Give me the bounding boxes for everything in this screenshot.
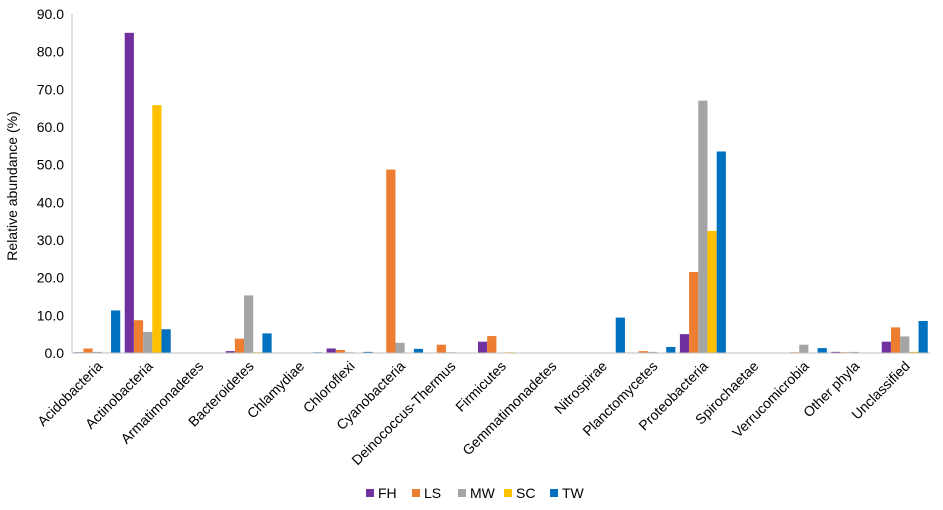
bar-tw-acidobacteria bbox=[111, 310, 121, 353]
y-tick-label: 30.0 bbox=[37, 232, 64, 248]
bar-fh-bacteroidetes bbox=[225, 351, 235, 353]
bar-mw-other-phyla bbox=[849, 351, 859, 353]
bar-tw-planctomycetes bbox=[666, 346, 676, 353]
bar-sc-proteobacteria bbox=[707, 230, 717, 353]
y-axis-ticks: 0.0 10.0 20.0 30.0 40.0 50.0 60.0 70.0 80.0 90.0 bbox=[37, 6, 64, 361]
bar-tw-actinobacteria bbox=[161, 329, 171, 353]
bar-mw-proteobacteria bbox=[698, 100, 708, 353]
bar-ls-firmicutes bbox=[487, 336, 497, 353]
bar-sc-actinobacteria bbox=[152, 105, 162, 354]
bar-ls-planctomycetes bbox=[638, 351, 648, 353]
legend-swatch-tw bbox=[550, 489, 558, 497]
legend: FH LS MW SC TW bbox=[366, 485, 585, 501]
bar-fh-firmicutes bbox=[478, 341, 488, 353]
bar-fh-proteobacteria bbox=[679, 334, 690, 353]
bars bbox=[74, 32, 928, 354]
bar-tw-unclassified bbox=[918, 320, 928, 353]
bar-fh-chloroflexi bbox=[326, 348, 336, 353]
y-tick-label: 50.0 bbox=[37, 157, 64, 173]
bar-fh-other-phyla bbox=[831, 351, 841, 353]
bar-sc-unclassified bbox=[909, 351, 919, 353]
bar-mw-unclassified bbox=[900, 336, 910, 353]
bar-mw-cyanobacteria bbox=[395, 342, 405, 353]
bar-ls-actinobacteria bbox=[133, 320, 144, 353]
bar-tw-chloroflexi bbox=[363, 351, 373, 353]
category-label: Gemmatimonadetes bbox=[459, 358, 559, 458]
bar-mw-acidobacteria bbox=[92, 351, 102, 353]
bar-ls-bacteroidetes bbox=[234, 338, 245, 353]
legend-swatch-fh bbox=[366, 489, 374, 497]
legend-label-tw: TW bbox=[562, 485, 585, 501]
legend-label-fh: FH bbox=[378, 485, 397, 501]
bar-tw-nitrospirae bbox=[615, 317, 625, 353]
y-axis-label: Relative abundance (%) bbox=[4, 111, 20, 260]
bar-ls-deinococcus-thermus bbox=[436, 344, 446, 353]
y-tick-label: 40.0 bbox=[37, 194, 64, 210]
axes bbox=[71, 14, 930, 354]
y-tick-label: 0.0 bbox=[45, 345, 65, 361]
bar-ls-acidobacteria bbox=[83, 348, 93, 353]
y-tick-label: 60.0 bbox=[37, 119, 64, 135]
legend-label-mw: MW bbox=[470, 485, 496, 501]
y-tick-label: 80.0 bbox=[37, 44, 64, 60]
y-tick-label: 20.0 bbox=[37, 270, 64, 286]
y-tick-label: 90.0 bbox=[37, 6, 64, 22]
category-label: Deinococcus-Thermus bbox=[348, 358, 458, 468]
legend-swatch-sc bbox=[504, 489, 512, 497]
bar-ls-proteobacteria bbox=[689, 272, 699, 353]
legend-swatch-ls bbox=[412, 489, 420, 497]
bar-mw-planctomycetes bbox=[647, 351, 658, 353]
y-tick-label: 10.0 bbox=[37, 307, 64, 323]
bar-tw-cyanobacteria bbox=[413, 348, 424, 353]
bar-mw-actinobacteria bbox=[143, 331, 153, 353]
bar-mw-bacteroidetes bbox=[244, 295, 254, 353]
bar-ls-cyanobacteria bbox=[386, 169, 396, 353]
legend-label-ls: LS bbox=[424, 485, 441, 501]
bar-tw-proteobacteria bbox=[716, 151, 726, 353]
bar-tw-bacteroidetes bbox=[262, 333, 272, 353]
y-tick-label: 70.0 bbox=[37, 81, 64, 97]
bar-ls-unclassified bbox=[890, 327, 901, 353]
bar-ls-chloroflexi bbox=[335, 349, 345, 353]
legend-swatch-mw bbox=[458, 489, 466, 497]
bar-mw-verrucomicrobia bbox=[799, 344, 809, 353]
bar-tw-verrucomicrobia bbox=[817, 348, 827, 353]
legend-label-sc: SC bbox=[516, 485, 535, 501]
category-labels: AcidobacteriaActinobacteriaArmatimonadet… bbox=[34, 358, 913, 469]
bar-fh-unclassified bbox=[881, 341, 891, 353]
bar-fh-actinobacteria bbox=[124, 32, 134, 353]
